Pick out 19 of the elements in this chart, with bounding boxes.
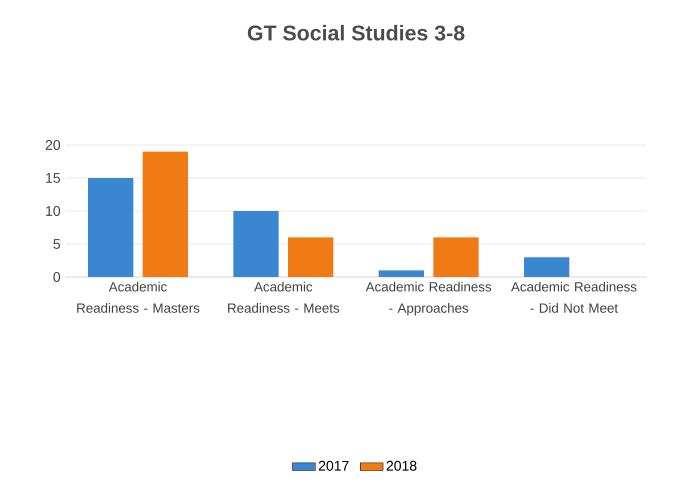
y-tick-label: 5 (53, 239, 60, 249)
bar (88, 178, 134, 277)
y-tick-label: 20 (46, 140, 60, 150)
bar (233, 211, 279, 277)
x-tick-label: Academic Readiness - Did Not Meet (511, 282, 636, 313)
y-tick-label: 15 (46, 173, 60, 183)
bar (142, 152, 188, 277)
legend-label: 2017 (318, 460, 349, 471)
x-tick-label: Academic Readiness - Approaches (366, 282, 492, 316)
bar (433, 237, 479, 277)
bar (378, 270, 424, 277)
x-tick-label: Academic Readiness - Masters (77, 282, 200, 313)
x-tick-label: Academic Readiness - Meets (228, 282, 340, 313)
y-tick-label: 0 (53, 272, 60, 282)
y-tick-label: 10 (46, 206, 60, 216)
bar (288, 237, 334, 277)
chart-title: GT Social Studies 3-8 (248, 24, 464, 41)
bar (524, 257, 570, 277)
legend-label: 2018 (386, 460, 416, 471)
